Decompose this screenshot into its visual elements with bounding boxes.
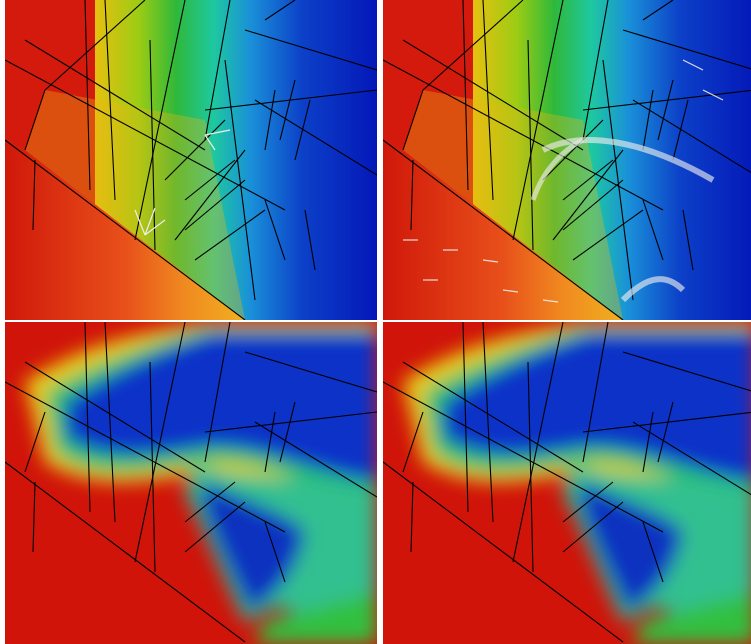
- concentration-field: [5, 322, 377, 644]
- pressure-field: [383, 0, 751, 320]
- panel-top-left: [5, 0, 377, 320]
- figure: [0, 0, 751, 644]
- concentration-field: [383, 322, 751, 644]
- panel-top-right: [383, 0, 751, 320]
- panel-bottom-left: [5, 322, 377, 644]
- panel-bottom-right: [383, 322, 751, 644]
- page: [0, 0, 751, 644]
- pressure-field: [5, 0, 377, 320]
